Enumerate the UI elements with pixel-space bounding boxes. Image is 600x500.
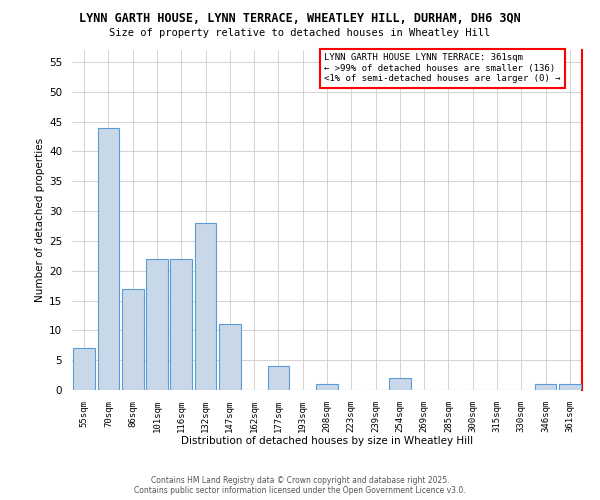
Bar	[122, 288, 143, 390]
Bar	[268, 366, 289, 390]
Text: LYNN GARTH HOUSE, LYNN TERRACE, WHEATLEY HILL, DURHAM, DH6 3QN: LYNN GARTH HOUSE, LYNN TERRACE, WHEATLEY…	[79, 12, 521, 26]
Bar	[73, 348, 95, 390]
Text: Size of property relative to detached houses in Wheatley Hill: Size of property relative to detached ho…	[109, 28, 491, 38]
Bar	[559, 384, 581, 390]
Bar	[389, 378, 411, 390]
Bar	[194, 223, 217, 390]
Bar	[146, 259, 168, 390]
X-axis label: Distribution of detached houses by size in Wheatley Hill: Distribution of detached houses by size …	[181, 436, 473, 446]
Bar	[316, 384, 338, 390]
Bar	[219, 324, 241, 390]
Bar	[97, 128, 119, 390]
Bar	[535, 384, 556, 390]
Bar	[170, 259, 192, 390]
Y-axis label: Number of detached properties: Number of detached properties	[35, 138, 45, 302]
Text: Contains HM Land Registry data © Crown copyright and database right 2025.
Contai: Contains HM Land Registry data © Crown c…	[134, 476, 466, 495]
Text: LYNN GARTH HOUSE LYNN TERRACE: 361sqm
← >99% of detached houses are smaller (136: LYNN GARTH HOUSE LYNN TERRACE: 361sqm ← …	[325, 54, 561, 83]
